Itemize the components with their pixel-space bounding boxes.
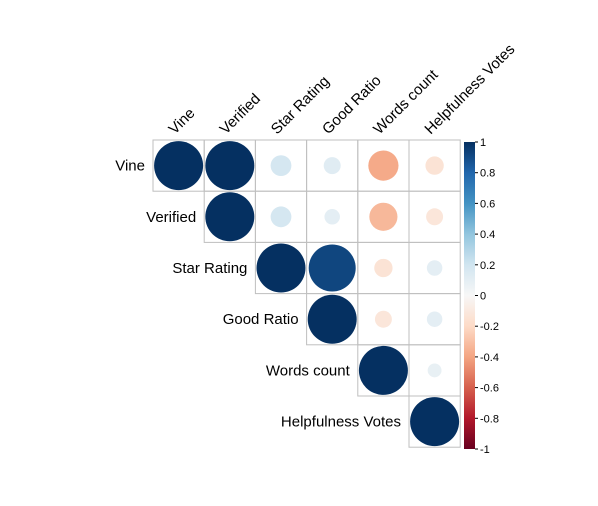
- row-label: Verified: [146, 209, 196, 226]
- colorbar-tick-label: 1: [480, 137, 486, 149]
- correlation-circle: [270, 155, 292, 176]
- column-label: Helpfulness Votes: [421, 41, 518, 138]
- correlation-circle: [368, 150, 399, 181]
- correlation-circle: [324, 209, 340, 225]
- row-label: Vine: [115, 158, 145, 175]
- grid-cell: [408, 395, 461, 448]
- correlation-circle: [358, 345, 408, 395]
- row-label: Good Ratio: [223, 311, 299, 328]
- correlation-circle: [205, 141, 255, 191]
- correlation-circle: [205, 192, 255, 242]
- correlation-grid: [152, 139, 461, 448]
- colorbar-tick-label: -0.6: [480, 383, 499, 395]
- colorbar-tick-label: 0.6: [480, 198, 495, 210]
- correlation-circle: [323, 157, 341, 175]
- row-label: Helpfulness Votes: [281, 414, 401, 431]
- color-legend: 1 0.8 0.6 0.4 0.2 0 -0.2 -0.4 -0.6 -0.8 -1: [464, 137, 499, 456]
- colorbar-tick-label: 0.8: [480, 168, 495, 180]
- correlation-circle: [426, 311, 443, 327]
- row-label: Star Rating: [172, 260, 247, 277]
- correlation-circle: [427, 363, 442, 378]
- correlation-circle: [426, 208, 444, 226]
- correlation-circle: [374, 258, 393, 278]
- correlation-circle: [425, 156, 444, 175]
- correlation-circles: [154, 141, 460, 447]
- correlation-circle: [270, 206, 292, 228]
- correlation-circle: [374, 310, 392, 328]
- correlation-circle: [308, 244, 356, 292]
- column-label: Vine: [165, 105, 198, 138]
- correlation-circle: [369, 202, 398, 231]
- colorbar-tick-label: -1: [480, 444, 490, 456]
- colorbar-tick-label: 0.4: [480, 229, 495, 241]
- row-label: Words count: [266, 362, 351, 379]
- correlation-circle: [410, 397, 460, 447]
- colorbar: [464, 142, 475, 449]
- row-labels: Vine Verified Star Rating Good Ratio Words c…: [115, 158, 401, 431]
- colorbar-tick-label: 0: [480, 291, 486, 303]
- correlation-circle: [426, 260, 443, 276]
- colorbar-tick-label: -0.4: [480, 352, 499, 364]
- colorbar-tick-label: 0.2: [480, 260, 495, 272]
- column-label: Verified: [217, 90, 264, 137]
- colorbar-tick-label: -0.2: [480, 321, 499, 333]
- colorbar-tick-label: -0.8: [480, 413, 499, 425]
- correlation-circle: [256, 243, 306, 293]
- correlation-circle: [154, 141, 204, 191]
- correlation-circle: [307, 294, 357, 344]
